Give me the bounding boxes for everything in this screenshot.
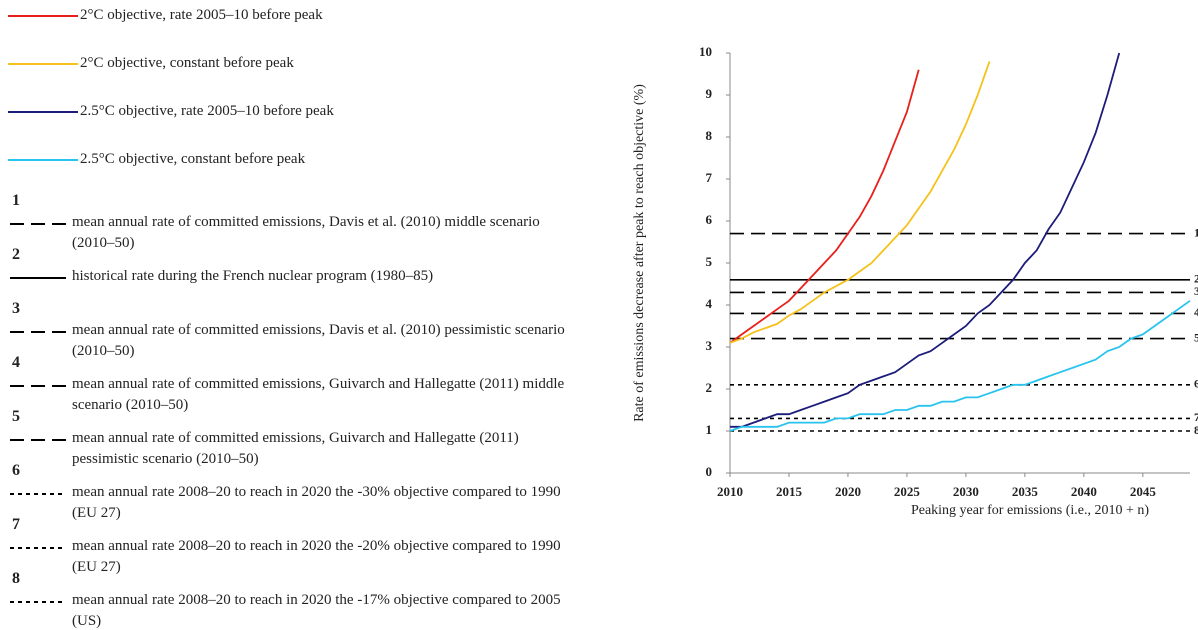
legend-swatch (10, 331, 66, 333)
legend-label: 2°C objective, rate 2005–10 before peak (80, 7, 323, 23)
legend-item: 8 mean annual rate 2008–20 to reach in 20… (0, 570, 590, 629)
legend-item: 7 mean annual rate 2008–20 to reach in 20… (0, 516, 590, 575)
reference-label: 6 (1194, 377, 1198, 391)
reference-label: 4 (1194, 305, 1198, 319)
y-tick-label: 10 (699, 44, 712, 59)
y-tick-label: 5 (706, 254, 713, 269)
legend-item: 1 mean annual rate of committed emissions… (0, 192, 590, 251)
x-tick-label: 2010 (717, 484, 743, 499)
series-line (729, 69, 920, 344)
x-tick-label: 2040 (1071, 484, 1097, 499)
legend-swatch (10, 223, 66, 225)
reference-label: 7 (1194, 410, 1198, 424)
legend-swatch (10, 547, 66, 549)
legend-swatch (10, 601, 66, 603)
legend-number: 2 (12, 246, 20, 263)
y-tick-label: 1 (706, 422, 713, 437)
series-line (729, 61, 991, 344)
y-axis-title: Rate of emissions decrease after peak to… (632, 84, 647, 422)
legend-label: mean annual rate of committed emissions,… (72, 430, 519, 467)
legend-item: 6 mean annual rate 2008–20 to reach in 20… (0, 462, 590, 521)
y-tick-label: 8 (706, 128, 713, 143)
legend-label: mean annual rate of committed emissions,… (72, 214, 540, 251)
y-tick-label: 2 (706, 380, 713, 395)
series-line (730, 52, 1121, 428)
x-tick-label: 2045 (1130, 484, 1157, 499)
legend-number: 5 (12, 408, 20, 425)
legend-label: 2.5°C objective, rate 2005–10 before pea… (80, 103, 334, 119)
reference-label: 2 (1194, 272, 1198, 286)
y-tick-label: 9 (706, 86, 713, 101)
x-tick-label: 2025 (894, 484, 921, 499)
legend-item: 5 mean annual rate of committed emissions… (0, 408, 590, 467)
legend-label: mean annual rate 2008–20 to reach in 202… (72, 538, 561, 575)
legend-number: 7 (12, 516, 20, 533)
legend-label: historical rate during the French nuclea… (72, 268, 434, 284)
legend-label: mean annual rate 2008–20 to reach in 202… (72, 592, 561, 629)
legend-label: mean annual rate of committed emissions,… (72, 322, 565, 359)
legend-swatch (10, 385, 66, 387)
legend-swatch (10, 493, 66, 495)
legend-number: 8 (12, 570, 20, 587)
legend-swatch (8, 63, 78, 65)
legend: 2°C objective, rate 2005–10 before peak 2… (0, 4, 590, 629)
legend-item: 2 historical rate during the French nucle… (0, 246, 590, 302)
legend-number: 3 (12, 300, 20, 317)
legend-swatch (10, 439, 66, 441)
legend-label: 2.5°C objective, constant before peak (80, 151, 306, 167)
legend-swatch (8, 159, 78, 161)
legend-label: mean annual rate of committed emissions,… (72, 376, 565, 413)
y-tick-label: 3 (706, 338, 713, 353)
y-tick-label: 7 (706, 170, 713, 185)
x-tick-label: 2030 (953, 484, 979, 499)
y-tick-label: 6 (706, 212, 713, 227)
legend-item: 4 mean annual rate of committed emissions… (0, 354, 590, 413)
y-tick-label: 4 (706, 296, 713, 311)
legend-item: 2.5°C objective, rate 2005–10 before pea… (0, 100, 590, 124)
legend-item: 2.5°C objective, constant before peak (0, 148, 590, 172)
reference-label: 8 (1194, 423, 1198, 437)
legend-number: 1 (12, 192, 20, 209)
reference-label: 1 (1194, 225, 1198, 239)
legend-label: 2°C objective, constant before peak (80, 55, 294, 71)
series-line (729, 300, 1191, 432)
legend-item: 2°C objective, constant before peak (0, 52, 590, 76)
x-tick-label: 2020 (835, 484, 861, 499)
legend-item: 3 mean annual rate of committed emissions… (0, 300, 590, 359)
x-axis-title: Peaking year for emissions (i.e., 2010 +… (911, 503, 1149, 518)
reference-label: 5 (1194, 330, 1198, 344)
legend-swatch (8, 15, 78, 17)
x-tick-label: 2035 (1012, 484, 1039, 499)
y-tick-label: 0 (706, 464, 713, 479)
reference-label: 3 (1194, 284, 1198, 298)
x-tick-label: 2015 (776, 484, 803, 499)
legend-swatch (10, 277, 66, 279)
legend-swatch (8, 111, 78, 113)
legend-item: 2°C objective, rate 2005–10 before peak (0, 4, 590, 28)
legend-number: 4 (12, 354, 20, 371)
legend-label: mean annual rate 2008–20 to reach in 202… (72, 484, 561, 521)
legend-number: 6 (12, 462, 20, 479)
